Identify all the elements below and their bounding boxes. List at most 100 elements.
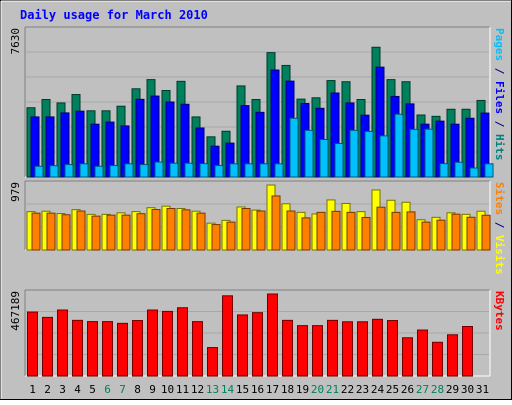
axis-max-label: 979 xyxy=(9,182,22,202)
bar-sites-day-16 xyxy=(256,210,266,251)
bar-kbytes-day-17 xyxy=(267,293,278,377)
bar-pages-day-11 xyxy=(184,162,194,178)
day-label-27: 27 xyxy=(416,383,429,396)
day-label-28: 28 xyxy=(431,383,444,396)
bar-pages-day-24 xyxy=(379,135,389,178)
series-axis-label: Pages / Files / Hits xyxy=(493,28,506,161)
day-label-24: 24 xyxy=(371,383,385,396)
bar-kbytes-day-5 xyxy=(87,321,98,377)
bar-sites-day-17 xyxy=(271,195,281,251)
chart-title: Daily usage for March 2010 xyxy=(20,8,208,22)
bar-kbytes-day-14 xyxy=(222,295,233,377)
bar-kbytes-day-25 xyxy=(387,320,398,377)
bar-sites-day-1 xyxy=(31,212,41,251)
series-axis-label: KBytes xyxy=(493,291,506,331)
bar-sites-day-5 xyxy=(91,215,101,251)
bar-pages-day-19 xyxy=(304,129,314,178)
bar-sites-day-30 xyxy=(466,216,476,251)
bar-sites-day-29 xyxy=(451,213,461,251)
bar-pages-day-5 xyxy=(94,165,104,178)
bar-kbytes-day-10 xyxy=(162,310,173,377)
bar-kbytes-day-1 xyxy=(27,311,38,377)
bar-kbytes-day-28 xyxy=(432,341,443,377)
bar-files-day-17 xyxy=(270,69,280,178)
bar-sites-day-6 xyxy=(106,214,116,251)
day-label-25: 25 xyxy=(386,383,399,396)
bar-kbytes-day-3 xyxy=(57,309,68,377)
day-label-3: 3 xyxy=(59,383,66,396)
bar-pages-day-3 xyxy=(64,164,74,178)
series-axis-label-part: Sites xyxy=(493,182,506,215)
bar-pages-day-17 xyxy=(274,163,284,178)
bar-pages-day-25 xyxy=(394,113,404,178)
bar-kbytes-day-27 xyxy=(417,329,428,377)
bar-kbytes-day-9 xyxy=(147,309,158,377)
bar-sites-day-24 xyxy=(376,206,386,251)
bar-pages-day-28 xyxy=(439,163,449,178)
bar-sites-day-13 xyxy=(211,224,221,251)
series-axis-label-part: Files xyxy=(493,81,506,114)
bar-pages-day-8 xyxy=(139,164,149,178)
bar-pages-day-2 xyxy=(49,165,59,178)
day-label-11: 11 xyxy=(176,383,189,396)
bar-kbytes-day-12 xyxy=(192,321,203,377)
day-label-20: 20 xyxy=(311,383,324,396)
day-label-13: 13 xyxy=(206,383,219,396)
series-axis-label-part: Pages xyxy=(493,28,506,61)
bar-kbytes-day-8 xyxy=(132,320,143,377)
day-label-31: 31 xyxy=(476,383,489,396)
series-axis-label-part: / xyxy=(493,114,506,134)
bar-sites-day-7 xyxy=(121,214,131,251)
bar-pages-day-4 xyxy=(79,163,89,178)
series-axis-label-part: Hits xyxy=(493,134,506,161)
day-label-17: 17 xyxy=(266,383,279,396)
bar-pages-day-27 xyxy=(424,128,434,178)
bar-sites-day-4 xyxy=(76,210,86,251)
bar-sites-day-27 xyxy=(421,221,431,251)
panel-visits-sites: 979 Sites / Visits xyxy=(9,180,506,275)
bar-kbytes-day-13 xyxy=(207,347,218,377)
bar-kbytes-day-2 xyxy=(42,316,53,377)
day-label-15: 15 xyxy=(236,383,249,396)
bar-pages-day-9 xyxy=(154,161,164,178)
bar-sites-day-20 xyxy=(316,211,326,251)
bar-sites-day-9 xyxy=(151,208,161,251)
bar-kbytes-day-19 xyxy=(297,325,308,377)
day-label-6: 6 xyxy=(104,383,111,396)
day-label-18: 18 xyxy=(281,383,294,396)
bar-kbytes-day-29 xyxy=(447,334,458,377)
bar-kbytes-day-7 xyxy=(117,322,128,377)
bar-sites-day-25 xyxy=(391,211,401,251)
bar-pages-day-26 xyxy=(409,128,419,178)
bar-pages-day-6 xyxy=(109,165,119,178)
bar-kbytes-day-23 xyxy=(357,321,368,377)
bar-pages-day-18 xyxy=(289,117,299,178)
day-label-4: 4 xyxy=(74,383,81,396)
axis-max-label: 7630 xyxy=(9,28,22,55)
day-label-12: 12 xyxy=(191,383,204,396)
series-axis-label-part: KBytes xyxy=(493,291,506,331)
bar-sites-day-19 xyxy=(301,217,311,251)
bar-sites-day-21 xyxy=(331,210,341,251)
bar-pages-day-22 xyxy=(349,129,359,178)
bar-sites-day-31 xyxy=(481,214,491,251)
bar-pages-day-23 xyxy=(364,130,374,178)
bar-sites-day-23 xyxy=(361,216,371,251)
bar-kbytes-day-6 xyxy=(102,321,113,377)
bar-pages-day-15 xyxy=(244,163,254,178)
bar-sites-day-18 xyxy=(286,210,296,251)
bar-pages-day-29 xyxy=(454,161,464,178)
day-label-14: 14 xyxy=(221,383,235,396)
day-label-29: 29 xyxy=(446,383,459,396)
bar-pages-day-21 xyxy=(334,143,344,178)
bar-sites-day-22 xyxy=(346,211,356,251)
bar-kbytes-day-15 xyxy=(237,314,248,377)
panel-kbytes: 467189 KBytes xyxy=(9,289,506,377)
bar-kbytes-day-24 xyxy=(372,318,383,377)
bar-sites-day-3 xyxy=(61,214,71,251)
day-label-5: 5 xyxy=(89,383,96,396)
day-label-9: 9 xyxy=(149,383,156,396)
bar-sites-day-12 xyxy=(196,212,206,251)
